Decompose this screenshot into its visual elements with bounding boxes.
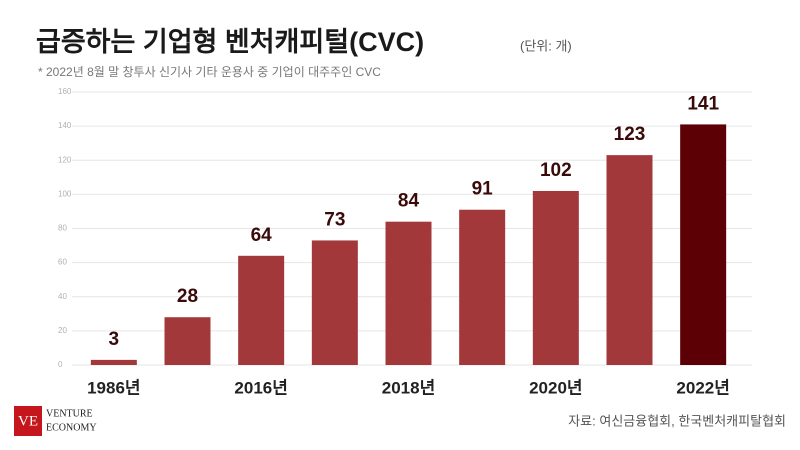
bar	[238, 255, 285, 365]
chart-title: 급증하는 기업형 벤처캐피털(CVC)	[36, 27, 424, 57]
y-tick-label: 60	[58, 258, 67, 267]
y-tick-label: 140	[58, 121, 72, 130]
bar	[680, 124, 727, 365]
bar	[459, 209, 506, 365]
y-tick-label: 100	[58, 189, 72, 198]
bar	[385, 221, 432, 365]
bar	[532, 190, 579, 365]
bar	[164, 317, 211, 365]
value-label: 3	[109, 329, 120, 350]
unit: (단위: 개)	[520, 38, 572, 53]
subtitle: * 2022년 8월 말 창투사 신기사 기타 운용사 중 기업이 대주주인 C…	[38, 65, 381, 79]
y-tick-label: 80	[58, 224, 67, 233]
y-tick-label: 160	[58, 87, 72, 96]
x-tick-label: 2020년	[529, 378, 582, 397]
value-label: 141	[687, 93, 719, 114]
x-tick-label: 2018년	[382, 378, 435, 397]
x-tick-label: 1986년	[87, 378, 140, 397]
x-tick-label: 2016년	[234, 378, 287, 397]
source: 자료: 여신금융협회, 한국벤처캐피탈협회	[568, 413, 786, 428]
logo-text: VENTURE	[46, 408, 93, 419]
value-label: 123	[614, 124, 646, 145]
y-tick-label: 20	[58, 326, 67, 335]
logo-mark: VE	[18, 413, 38, 429]
value-label: 102	[540, 160, 572, 181]
value-label: 64	[251, 225, 273, 246]
y-tick-label: 120	[58, 155, 72, 164]
bar	[606, 155, 653, 365]
bar	[90, 359, 137, 365]
value-label: 91	[472, 179, 494, 200]
value-label: 73	[324, 209, 345, 230]
bar	[311, 240, 358, 365]
value-label: 28	[177, 286, 198, 307]
y-tick-label: 0	[58, 360, 63, 369]
y-tick-label: 40	[58, 292, 67, 301]
x-tick-label: 2022년	[676, 378, 729, 397]
logo-mark-bg	[14, 406, 42, 436]
logo-text: ECONOMY	[46, 422, 97, 433]
value-label: 84	[398, 191, 420, 212]
